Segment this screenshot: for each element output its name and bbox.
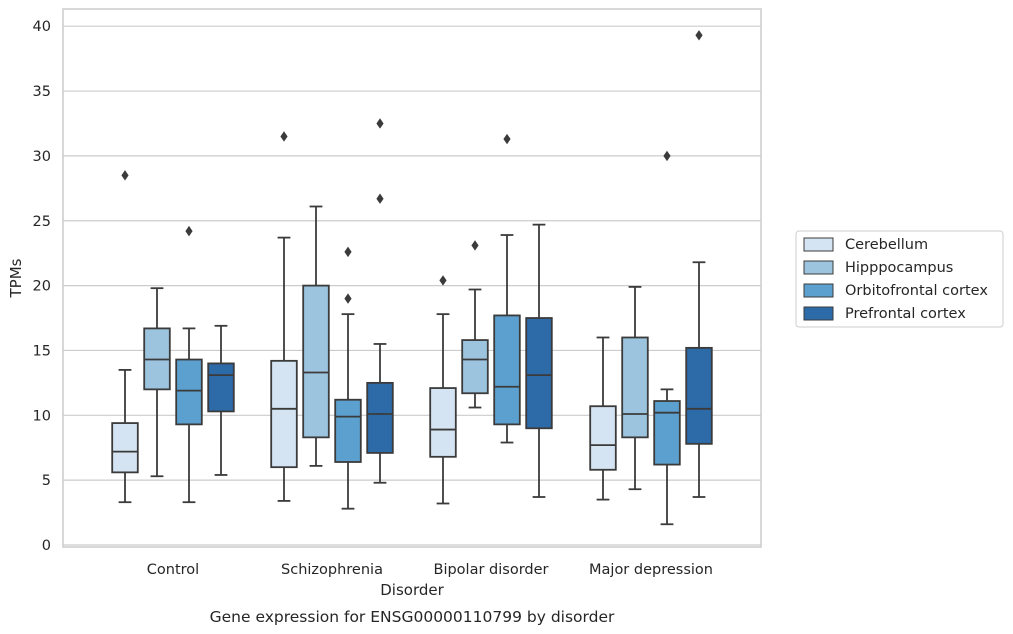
iqr-box <box>685 346 713 445</box>
iqr-box <box>525 317 553 430</box>
y-tick-label: 20 <box>33 279 51 295</box>
x-tick-label: Major depression <box>589 562 713 578</box>
legend-swatch <box>803 283 834 298</box>
legend-label: Hipppocampus <box>845 260 953 276</box>
legend-swatch <box>803 306 834 321</box>
x-tick-label: Bipolar disorder <box>434 562 549 578</box>
legend-swatch <box>803 260 834 275</box>
box-cerebellum <box>429 275 457 505</box>
iqr-box <box>366 381 394 454</box>
iqr-box <box>493 314 521 426</box>
legend-label: Prefrontal cortex <box>845 306 966 322</box>
y-tick-label: 40 <box>33 19 51 35</box>
iqr-box <box>589 405 617 471</box>
legend-label: Orbitofrontal cortex <box>845 283 988 299</box>
iqr-box <box>653 400 681 466</box>
y-tick-label: 5 <box>42 473 51 489</box>
box-prefrontal-cortex <box>207 324 235 476</box>
box-hipppocampus <box>621 285 649 491</box>
box-orbitofrontal-cortex <box>493 133 521 444</box>
iqr-box <box>175 358 203 426</box>
y-axis-label: TPMs <box>7 258 25 298</box>
outlier-point <box>121 170 129 181</box>
plot-frame <box>62 8 762 548</box>
box-cerebellum <box>270 131 298 502</box>
legend-swatch <box>803 237 834 252</box>
iqr-box <box>621 336 649 439</box>
iqr-box <box>111 422 139 474</box>
outlier-point <box>280 131 288 142</box>
iqr-box <box>270 359 298 469</box>
outlier-point <box>185 225 193 237</box>
y-tick-label: 35 <box>33 84 51 100</box>
plot-background <box>63 9 761 547</box>
outlier-point <box>376 193 384 204</box>
iqr-box <box>302 284 330 439</box>
outlier-point <box>663 150 671 162</box>
box-prefrontal-cortex <box>366 118 394 484</box>
box-hipppocampus <box>143 287 171 478</box>
box-orbitofrontal-cortex <box>653 150 681 526</box>
outlier-point <box>344 293 352 304</box>
iqr-box <box>207 362 235 413</box>
x-tick-label: Control <box>147 562 199 578</box>
outlier-point <box>695 30 703 41</box>
legend-frame <box>795 230 1004 328</box>
box-cerebellum <box>111 170 139 504</box>
outlier-point <box>503 133 511 145</box>
outlier-point <box>471 240 479 251</box>
box-hipppocampus <box>302 205 330 467</box>
iqr-box <box>334 398 362 463</box>
x-tick-labels: Control Schizophrenia Bipolar disorder Majo… <box>147 562 713 578</box>
iqr-box <box>429 387 457 458</box>
outlier-point <box>376 118 384 129</box>
box-groups <box>111 30 713 526</box>
x-axis-label: Disorder <box>380 581 444 599</box>
y-tick-label: 10 <box>33 408 51 424</box>
legend-label: Cerebellum <box>845 237 928 253</box>
legend: Cerebellum Hipppocampus Orbitofrontal cort… <box>795 230 1004 328</box>
box-orbitofrontal-cortex <box>175 225 203 504</box>
box-prefrontal-cortex <box>685 30 713 498</box>
y-tick-label: 0 <box>42 538 51 554</box>
y-tick-labels: 0 5 10 15 20 25 30 35 40 <box>33 19 51 554</box>
y-tick-label: 15 <box>33 343 51 359</box>
y-tick-label: 25 <box>33 214 51 230</box>
box-orbitofrontal-cortex <box>334 246 362 510</box>
box-cerebellum <box>589 336 617 501</box>
chart-title: Gene expression for ENSG00000110799 by d… <box>210 608 615 626</box>
iqr-box <box>461 339 489 395</box>
outlier-point <box>344 246 352 258</box>
box-prefrontal-cortex <box>525 223 553 498</box>
y-tick-label: 30 <box>33 149 51 165</box>
x-tick-label: Schizophrenia <box>281 562 383 578</box>
box-hipppocampus <box>461 240 489 409</box>
outlier-point <box>439 275 447 286</box>
